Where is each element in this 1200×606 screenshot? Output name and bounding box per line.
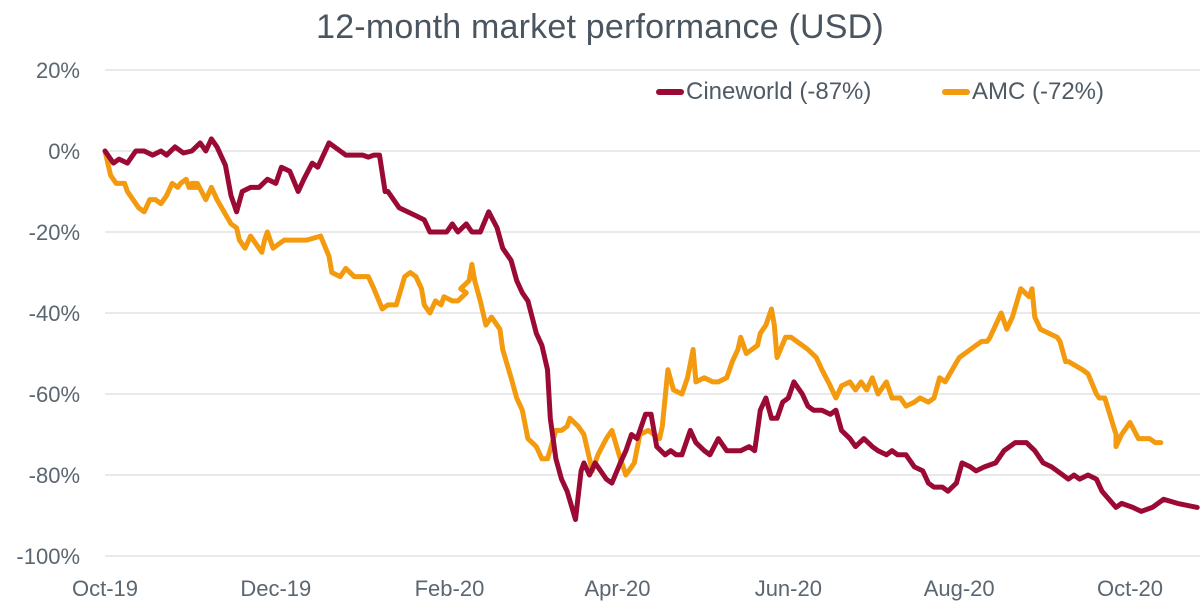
x-tick-label: Dec-19	[240, 576, 311, 601]
y-axis-ticks: 20% 0% -20% -40% -60% -80% -100%	[16, 58, 80, 569]
y-tick-label: -80%	[29, 463, 80, 488]
series-line-amc	[102, 148, 1164, 478]
legend-item-amc: AMC (-72%)	[942, 78, 1104, 106]
legend-label-cineworld: Cineworld (-87%)	[686, 78, 872, 105]
chart-title: 12-month market performance (USD)	[316, 8, 884, 46]
legend-swatch-amc	[942, 89, 970, 95]
y-tick-label: -100%	[16, 544, 80, 569]
x-tick-label: Aug-20	[924, 576, 995, 601]
x-tick-label: Feb-20	[415, 576, 485, 601]
x-tick-label: Oct-19	[72, 576, 138, 601]
series-lines	[102, 136, 1200, 522]
y-tick-label: 20%	[36, 58, 80, 83]
x-axis-ticks: Oct-19 Dec-19 Feb-20 Apr-20 Jun-20 Aug-20 Oct-…	[72, 576, 1163, 601]
legend-item-cineworld: Cineworld (-87%)	[656, 78, 871, 106]
x-tick-label: Oct-20	[1097, 576, 1163, 601]
gridlines	[105, 69, 1200, 557]
y-tick-label: -20%	[29, 220, 80, 245]
y-tick-label: 0%	[48, 139, 80, 164]
x-tick-label: Jun-20	[755, 576, 822, 601]
series-line-cineworld	[102, 136, 1200, 522]
legend-swatch-cineworld	[656, 89, 684, 95]
legend-label-amc: AMC (-72%)	[972, 78, 1105, 105]
y-tick-label: -40%	[29, 301, 80, 326]
x-tick-label: Apr-20	[584, 576, 650, 601]
y-tick-label: -60%	[29, 382, 80, 407]
